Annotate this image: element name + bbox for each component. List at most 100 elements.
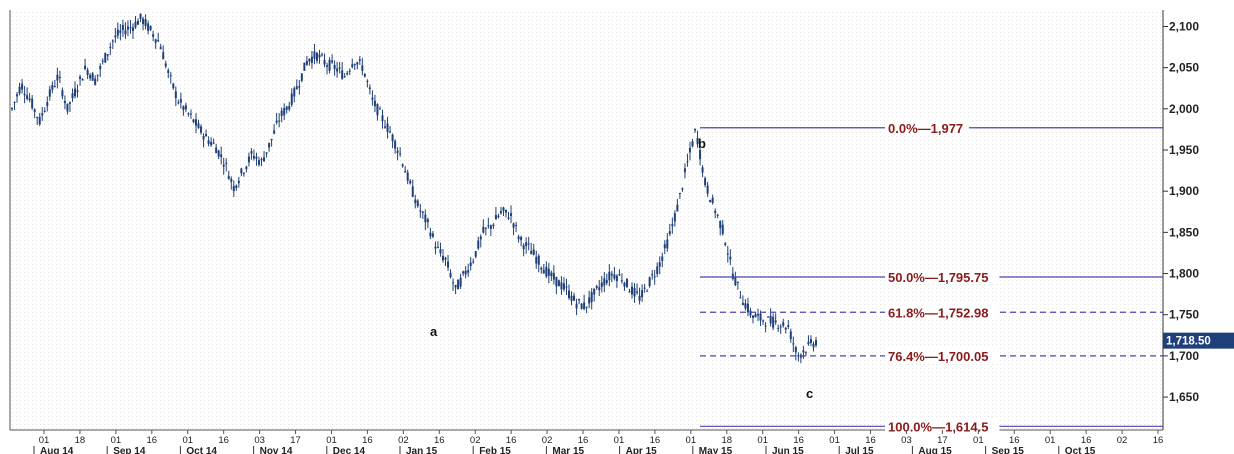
candle-body	[537, 255, 540, 265]
candle-body	[310, 56, 313, 63]
candle-body	[305, 60, 308, 65]
candle-body	[653, 276, 656, 278]
candle-body	[13, 102, 16, 104]
candle-body	[338, 67, 341, 69]
x-day-tick-label: 01	[757, 435, 768, 446]
candle-body	[177, 102, 180, 104]
candle-body	[507, 217, 510, 219]
candle-body	[343, 76, 346, 78]
x-day-tick-label: 16	[434, 435, 445, 446]
candle-body	[315, 52, 318, 61]
candle-body	[447, 261, 450, 268]
candle-body	[714, 210, 717, 213]
candle-body	[41, 113, 44, 116]
candle-body	[729, 256, 732, 260]
candle-body	[376, 104, 379, 116]
candle-body	[242, 173, 245, 175]
fib-level-label: 76.4%—1,700.05	[888, 349, 988, 364]
candle-body	[484, 227, 487, 229]
candle-body	[699, 149, 702, 160]
candle-body	[444, 257, 447, 260]
candle-body	[658, 262, 661, 267]
fib-label-background	[885, 418, 1000, 434]
x-month-label: Aug 15	[918, 446, 952, 454]
candle-body	[625, 278, 628, 287]
candle-body	[18, 86, 21, 94]
x-day-tick-label: 01	[1045, 435, 1056, 446]
candle-body	[555, 276, 558, 287]
x-day-tick-label: 18	[75, 435, 86, 446]
candle-body	[525, 242, 528, 247]
candle-body	[618, 274, 621, 276]
candle-body	[192, 119, 195, 123]
candle-body	[184, 105, 187, 110]
candle-body	[661, 256, 664, 261]
candle-body	[197, 123, 200, 129]
candle-body	[126, 26, 129, 30]
wave-label-c: c	[806, 386, 813, 401]
candle-body	[789, 331, 792, 340]
plot-background	[10, 10, 1163, 430]
candle-body	[154, 39, 157, 43]
candle-body	[353, 64, 356, 66]
candle-body	[464, 270, 467, 275]
candle-body	[119, 30, 122, 33]
candle-body	[268, 142, 271, 148]
candle-body	[99, 66, 102, 70]
candle-body	[487, 225, 490, 227]
x-day-tick-label: 01	[111, 435, 122, 446]
last-price-label: 1,718.50	[1166, 336, 1211, 348]
candle-body	[416, 200, 419, 207]
candle-body	[172, 83, 175, 89]
candle-body	[215, 147, 218, 154]
candle-body	[293, 88, 296, 97]
x-day-tick-label: 16	[1153, 435, 1164, 446]
candle-body	[341, 70, 344, 79]
x-day-tick-label: 01	[182, 435, 193, 446]
y-tick-label: 1,950	[1169, 143, 1199, 157]
candle-body	[532, 249, 535, 255]
candle-body	[580, 303, 583, 309]
candle-body	[411, 186, 414, 197]
candle-body	[348, 70, 351, 72]
candle-body	[734, 277, 737, 286]
candle-body	[303, 62, 306, 71]
x-day-tick-label: 01	[39, 435, 50, 446]
candle-body	[497, 215, 500, 218]
candle-body	[104, 53, 107, 63]
candle-body	[704, 178, 707, 186]
candle-body	[134, 21, 137, 28]
candle-body	[736, 281, 739, 283]
candle-body	[167, 70, 170, 73]
candle-body	[323, 60, 326, 65]
candle-body	[43, 110, 46, 112]
x-month-label: Dec 14	[333, 446, 366, 454]
candle-body	[84, 65, 87, 70]
candle-body	[331, 60, 334, 63]
candle-body	[598, 287, 601, 291]
candle-body	[517, 236, 520, 240]
candle-body	[588, 297, 591, 304]
candle-body	[58, 76, 61, 78]
candle-body	[499, 211, 502, 214]
candle-body	[578, 299, 581, 301]
y-tick-label: 1,850	[1169, 225, 1199, 239]
candle-body	[631, 286, 634, 295]
candle-body	[210, 141, 213, 146]
y-tick-label: 1,700	[1169, 349, 1199, 363]
candle-body	[482, 226, 485, 233]
x-month-label: Jun 15	[772, 446, 804, 454]
candle-body	[396, 150, 399, 153]
candle-body	[681, 188, 684, 190]
candle-body	[207, 140, 210, 144]
fib-level-label: 61.8%—1,752.98	[888, 305, 988, 320]
x-day-tick-label: 17	[290, 435, 301, 446]
candle-body	[237, 180, 240, 184]
candle-body	[373, 100, 376, 107]
candle-body	[26, 95, 29, 99]
candle-body	[174, 91, 177, 99]
fib-label-background	[885, 269, 1000, 285]
candle-body	[351, 64, 354, 67]
candle-body	[384, 126, 387, 128]
candle-body	[807, 341, 810, 345]
